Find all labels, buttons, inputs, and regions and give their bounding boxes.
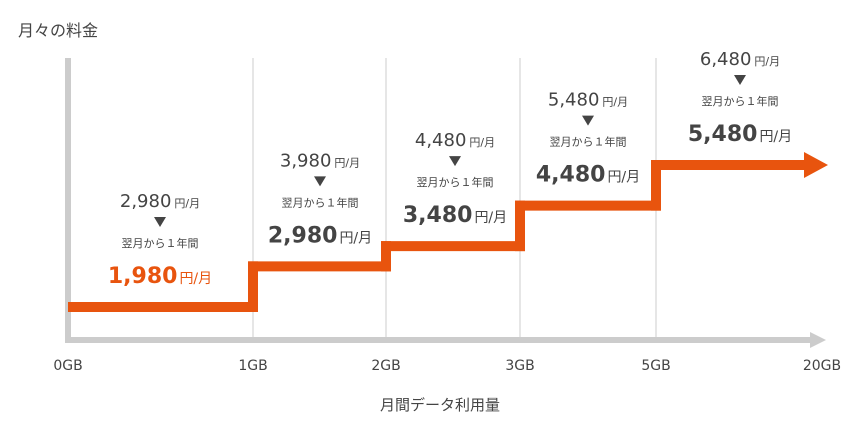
discount-price-unit: 円/月 [179,271,212,287]
regular-price-unit: 円/月 [174,197,200,210]
discount-price-value: 3,480 [403,203,473,228]
regular-price: 2,980 円/月 [120,191,200,212]
regular-price-value: 5,480 [548,90,600,111]
x-axis-arrow [810,332,826,348]
regular-price: 3,980 円/月 [280,150,360,171]
regular-price-value: 4,480 [415,130,467,151]
discount-note: 翌月から１年間 [122,236,199,250]
discount-note: 翌月から１年間 [417,175,494,189]
discount-price-unit: 円/月 [607,170,640,186]
down-arrow [449,156,461,167]
discount-note: 翌月から１年間 [550,135,627,149]
discount-price-value: 1,980 [108,264,178,289]
regular-price-value: 6,480 [700,49,752,70]
x-tick-label: 0GB [53,358,82,374]
x-tick-label: 1GB [238,358,267,374]
down-arrow [582,115,594,126]
discount-price: 1,980 円/月 [108,264,212,289]
x-tick-label: 20GB [803,358,841,374]
discount-price-value: 4,480 [536,163,606,188]
x-tick-label: 3GB [505,358,534,374]
down-arrow [154,217,166,227]
discount-price: 2,980 円/月 [268,223,372,248]
x-tick-label: 2GB [371,358,400,374]
discount-price-unit: 円/月 [759,129,792,145]
discount-price-value: 5,480 [688,122,758,147]
discount-price-unit: 円/月 [339,230,372,246]
step-arrow [804,152,828,178]
discount-price: 4,480 円/月 [536,163,640,188]
regular-price: 6,480 円/月 [700,49,780,70]
regular-price-unit: 円/月 [334,156,360,169]
regular-price-unit: 円/月 [469,136,495,149]
regular-price-unit: 円/月 [754,55,780,68]
down-arrow [734,75,746,85]
discount-note: 翌月から１年間 [282,195,359,209]
discount-note: 翌月から１年間 [702,94,779,108]
discount-price: 5,480 円/月 [688,122,792,147]
regular-price-value: 2,980 [120,191,172,212]
chart-title: 月々の料金 [18,21,98,40]
x-tick-label: 5GB [641,358,670,374]
discount-price: 3,480 円/月 [403,203,507,228]
discount-price-value: 2,980 [268,223,338,248]
down-arrow [314,176,326,187]
regular-price-value: 3,980 [280,150,332,171]
x-axis-title: 月間データ利用量 [380,396,500,414]
regular-price: 4,480 円/月 [415,130,495,151]
regular-price-unit: 円/月 [602,96,628,109]
discount-price-unit: 円/月 [474,210,507,226]
regular-price: 5,480 円/月 [548,90,628,111]
